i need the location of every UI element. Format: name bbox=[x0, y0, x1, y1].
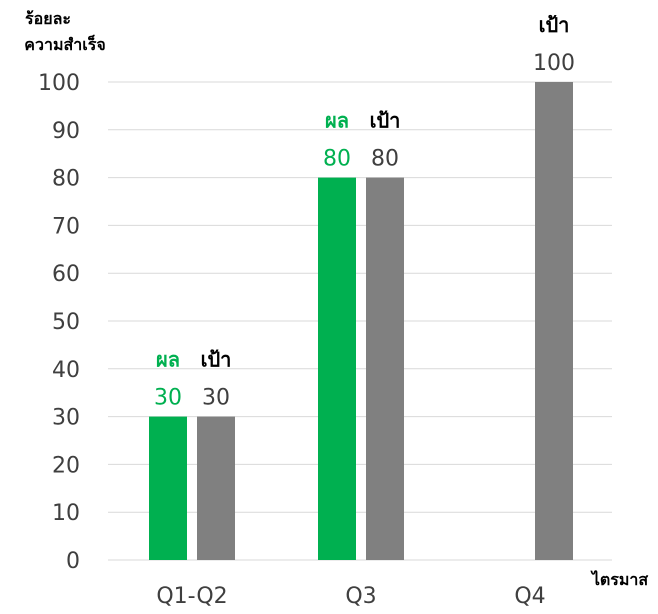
x-category-label: Q3 bbox=[345, 584, 376, 609]
y-tick-label: 20 bbox=[52, 453, 80, 478]
y-axis-title-line-2: ความสำเร็จ bbox=[24, 33, 105, 54]
y-tick-label: 80 bbox=[52, 167, 80, 192]
y-tick-label: 0 bbox=[66, 549, 80, 574]
y-tick-label: 30 bbox=[52, 406, 80, 431]
data-value-label: 80 bbox=[371, 147, 399, 172]
series-name-label: เป้า bbox=[370, 109, 401, 133]
x-category-label: Q4 bbox=[514, 584, 545, 609]
bar bbox=[149, 416, 187, 560]
y-tick-label: 100 bbox=[38, 71, 80, 96]
y-axis-title-line-1: ร้อยละ bbox=[25, 9, 71, 28]
y-tick-label: 90 bbox=[52, 119, 80, 144]
y-tick-label: 50 bbox=[52, 310, 80, 335]
y-tick-label: 70 bbox=[52, 214, 80, 239]
gridlines bbox=[108, 81, 612, 561]
data-labels: 30 ผล 30 เป้า 80 ผล 80 เป้า 100 เป้า bbox=[154, 13, 575, 411]
series-name-label: ผล bbox=[325, 109, 349, 133]
series-name-label: เป้า bbox=[539, 13, 570, 37]
bar bbox=[318, 177, 356, 560]
y-tick-label: 40 bbox=[52, 358, 80, 383]
y-tick-label: 10 bbox=[52, 501, 80, 526]
x-category-label: Q1-Q2 bbox=[156, 584, 227, 609]
y-tick-label: 60 bbox=[52, 262, 80, 287]
bar bbox=[366, 177, 404, 560]
series-name-label: ผล bbox=[156, 348, 180, 372]
data-value-label: 30 bbox=[154, 386, 182, 411]
bars bbox=[149, 82, 573, 560]
bar bbox=[197, 416, 235, 560]
data-value-label: 100 bbox=[533, 51, 575, 76]
x-axis-title: ไตรมาส bbox=[590, 570, 649, 589]
data-value-label: 80 bbox=[323, 147, 351, 172]
data-value-label: 30 bbox=[202, 386, 230, 411]
bar bbox=[535, 82, 573, 560]
x-axis-categories: Q1-Q2 Q3 Q4 bbox=[156, 584, 545, 609]
y-axis-ticks: 0 10 20 30 40 50 60 70 80 90 100 bbox=[38, 71, 80, 574]
series-name-label: เป้า bbox=[201, 348, 232, 372]
